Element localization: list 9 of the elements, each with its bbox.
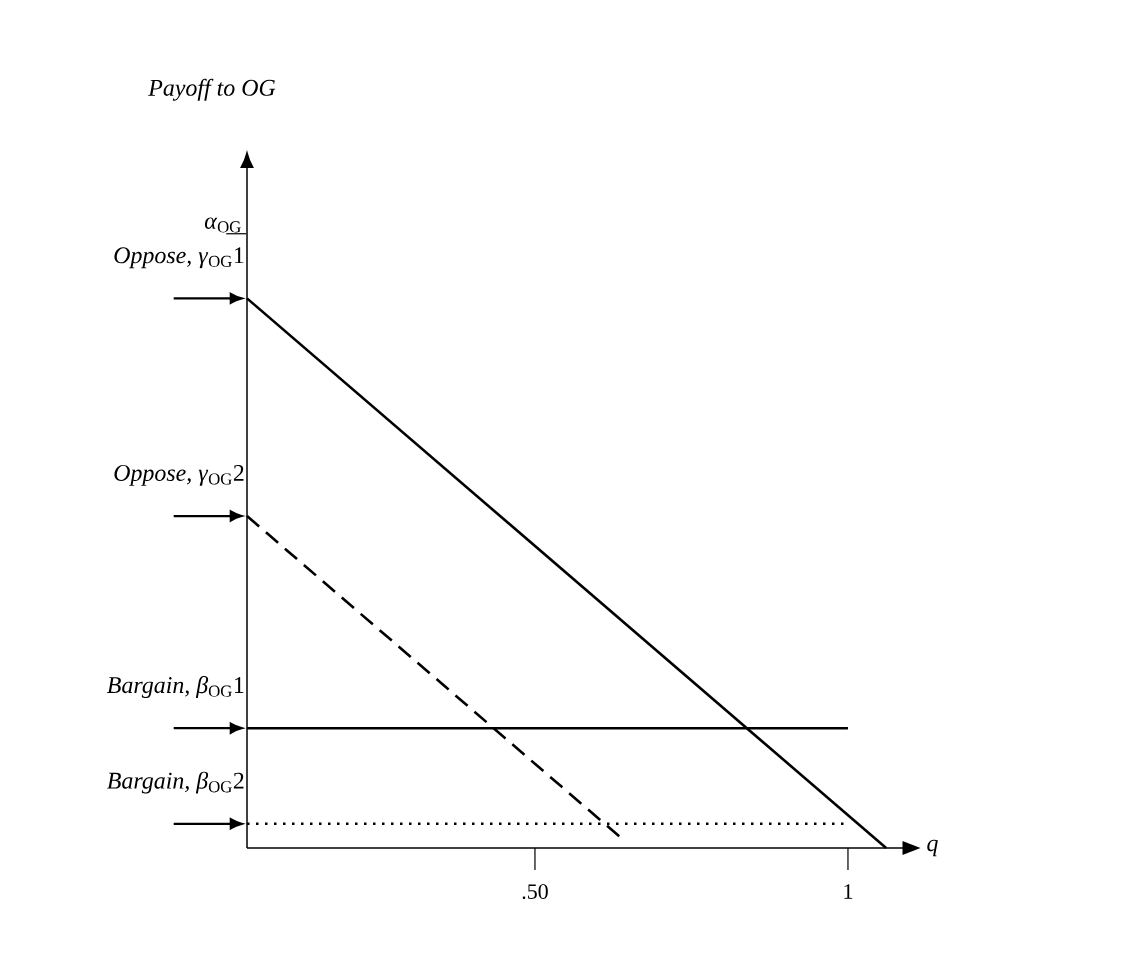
text: Oppose, γ$_{OG}$1 <box>114 247 244 269</box>
x-tick-label: .50 <box>522 884 548 900</box>
text: Bargain, β$_{OG}$2 <box>107 771 244 794</box>
x-tick-label: 1 <box>844 884 853 899</box>
text: α$_{OG}$ <box>204 217 241 233</box>
text: Bargain, β$_{OG}$1 <box>107 676 244 698</box>
text: Oppose, γ$_{OG}$2 <box>114 464 244 486</box>
x-axis-title: q <box>927 839 938 857</box>
text: Payoff to OG <box>148 78 276 101</box>
